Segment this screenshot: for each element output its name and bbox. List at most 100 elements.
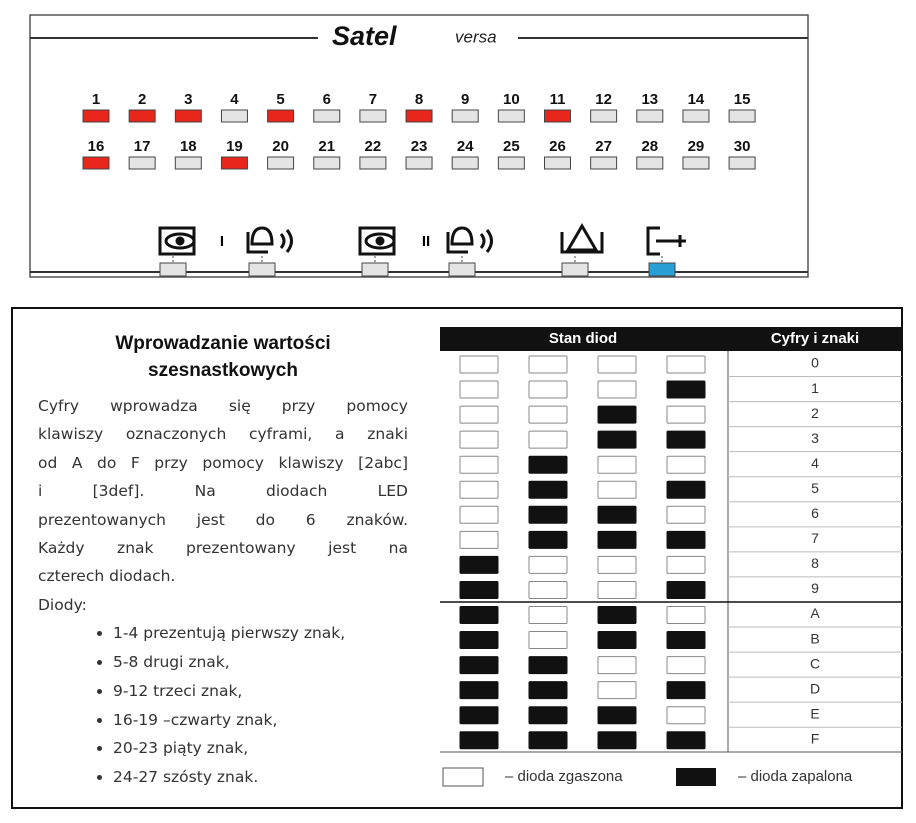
trouble-icon: [560, 223, 604, 254]
led-number: 21: [318, 138, 335, 155]
table-led: [528, 455, 568, 474]
table-led: [666, 706, 706, 725]
led-number: 6: [323, 91, 331, 108]
status-led: [648, 262, 676, 277]
led: [220, 156, 248, 170]
led: [728, 156, 756, 170]
led-number: 12: [595, 91, 612, 108]
table-led: [666, 681, 706, 700]
table-led: [666, 355, 706, 374]
paragraph-line: Cyfry wprowadza się przy pomocy: [38, 397, 408, 415]
led: [590, 109, 618, 123]
table-led: [459, 455, 499, 474]
led: [405, 156, 433, 170]
table-led: [597, 530, 637, 549]
table-led: [666, 731, 706, 750]
list: 1-4 prezentują pierwszy znak,5-8 drugi z…: [38, 619, 408, 792]
led-number: 11: [550, 91, 566, 108]
model: versa: [455, 27, 497, 46]
led: [451, 156, 479, 170]
partition-label: II: [422, 233, 430, 250]
title: Wprowadzanie wartości: [115, 333, 331, 354]
table-led: [666, 380, 706, 399]
led: [128, 156, 156, 170]
led: [174, 156, 202, 170]
table-led: [528, 706, 568, 725]
list-item: 1-4 prezentują pierwszy znak,: [113, 619, 408, 648]
table-led: [528, 580, 568, 599]
row-label: 8: [811, 555, 819, 571]
table-led: [459, 706, 499, 725]
paragraph: Cyfry wprowadza się przy pomocy klawiszy …: [38, 392, 408, 591]
instructions: Wprowadzanie wartości szesnastkowych Cyf…: [38, 330, 408, 792]
table-led: [666, 530, 706, 549]
led: [220, 109, 248, 123]
row-label: C: [810, 655, 820, 671]
service-icon: [646, 226, 686, 256]
led: [728, 109, 756, 123]
list-item: 16-19 –czwarty znak,: [113, 706, 408, 735]
list-title: Diody:: [38, 595, 87, 614]
led-number: 23: [411, 138, 428, 155]
table-led: [459, 580, 499, 599]
status-led: [561, 262, 589, 277]
table-led: [459, 355, 499, 374]
row-label: E: [810, 705, 819, 721]
table-led: [459, 380, 499, 399]
led: [590, 156, 618, 170]
table-led: [666, 580, 706, 599]
header: Stan diod: [549, 330, 617, 347]
led: [82, 156, 110, 170]
table-led: [666, 480, 706, 499]
table-led: [666, 430, 706, 449]
led-number: 19: [226, 138, 243, 155]
table-led: [528, 681, 568, 700]
alarm-icon: [446, 226, 493, 254]
table-led: [597, 731, 637, 750]
table-led: [459, 555, 499, 574]
row-label: 9: [811, 580, 819, 596]
title: szesnastkowych: [148, 360, 298, 381]
led-number: 10: [503, 91, 520, 108]
alarm-icon: [246, 226, 293, 254]
table-led: [459, 606, 499, 624]
row-label: 6: [811, 505, 819, 521]
table-led: [459, 405, 499, 424]
list-item: 9-12 trzeci znak,: [113, 677, 408, 706]
row-label: F: [811, 730, 820, 746]
table-led: [666, 555, 706, 574]
legend-text: – dioda zgaszona: [505, 768, 623, 785]
row-label: D: [810, 680, 820, 696]
table-led: [459, 430, 499, 449]
table-led: [597, 706, 637, 725]
eye: [364, 232, 396, 250]
row-label: 5: [811, 480, 819, 496]
led-number: 13: [641, 91, 658, 108]
table-led: [459, 731, 499, 750]
table-led: [597, 405, 637, 424]
led-number: 3: [184, 91, 192, 108]
led: [497, 156, 525, 170]
led-number: 16: [88, 138, 105, 155]
brand: Satel: [332, 21, 397, 51]
led: [497, 109, 525, 123]
led-number: 29: [688, 138, 705, 155]
paragraph-line: klawiszy oznaczonych cyframi, a znaki: [38, 425, 408, 444]
led-number: 5: [276, 91, 284, 108]
table-led: [597, 430, 637, 449]
icons: [158, 223, 686, 256]
table-led: [597, 480, 637, 499]
table-led: [528, 530, 568, 549]
row-label: 3: [811, 430, 819, 446]
row-label: 7: [811, 530, 819, 546]
header: Cyfry i znaki: [771, 330, 859, 347]
table-led: [666, 656, 706, 675]
row-label: 2: [811, 405, 819, 421]
pupil: [375, 236, 385, 246]
led: [313, 109, 341, 123]
paragraph-line: i [3def]. Na diodach LED: [38, 482, 408, 501]
row-label: 4: [811, 455, 819, 471]
table-led: [597, 580, 637, 599]
